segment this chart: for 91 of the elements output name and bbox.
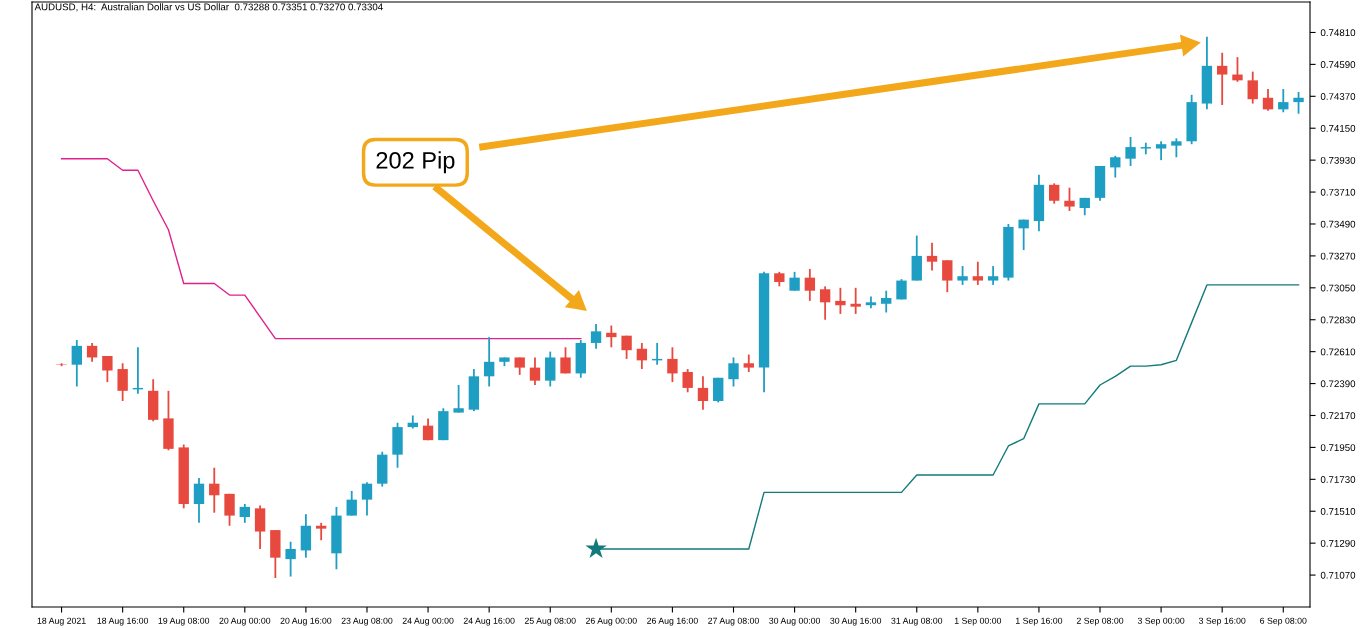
y-tick-label: 0.74370: [1320, 93, 1356, 100]
candlestick: [239, 503, 250, 524]
candlestick: [346, 490, 357, 517]
candlestick: [1171, 137, 1182, 159]
candlestick: [315, 521, 327, 542]
candlestick: [789, 270, 800, 292]
candlestick: [926, 241, 938, 272]
candlestick: [453, 384, 464, 414]
candlestick: [987, 265, 999, 286]
candlestick: [728, 356, 739, 388]
candlestick: [224, 492, 235, 527]
candlestick: [1155, 140, 1167, 162]
x-tick-label: 20 Aug 16:00: [280, 617, 332, 626]
x-tick-label: 1 Sep 00:00: [954, 617, 1002, 626]
candlestick: [560, 346, 571, 375]
candlestick: [1232, 56, 1243, 83]
candlestick: [1278, 88, 1289, 114]
candlestick: [713, 376, 724, 404]
candlestick: [1018, 218, 1029, 251]
candlestick: [804, 268, 816, 302]
x-tick-label: 6 Sep 08:00: [1260, 617, 1307, 626]
x-tick-label: 18 Aug 2021: [37, 617, 86, 626]
y-tick-label: 0.74810: [1320, 29, 1356, 37]
y-tick-label: 0.71510: [1320, 507, 1356, 515]
candlestick: [102, 355, 113, 384]
y-tick-label: 0.74150: [1320, 124, 1356, 132]
x-tick-label: 1 Sep 16:00: [1016, 617, 1063, 626]
y-tick-label: 0.73490: [1320, 220, 1356, 228]
candlestick: [1293, 91, 1304, 115]
x-tick-label: 30 Aug 00:00: [769, 617, 821, 626]
candlestick: [1217, 51, 1228, 106]
x-tick-label: 26 Aug 00:00: [585, 617, 637, 626]
candlestick: [285, 540, 296, 578]
y-tick-label: 0.71290: [1320, 539, 1356, 547]
y-tick-label: 0.72830: [1320, 316, 1356, 324]
y-tick-label: 0.73930: [1320, 156, 1356, 164]
x-tick-label: 25 Aug 08:00: [524, 617, 576, 626]
candlestick: [590, 323, 602, 350]
x-tick-label: 18 Aug 16:00: [97, 617, 149, 626]
y-tick-label: 0.73710: [1320, 188, 1356, 196]
candlestick: [86, 342, 98, 363]
candlestick: [209, 466, 220, 514]
candlestick: [942, 259, 953, 294]
x-tick-label: 3 Sep 00:00: [1137, 617, 1185, 626]
candlestick: [636, 342, 648, 370]
candlestick: [1262, 88, 1274, 112]
x-tick-label: 26 Aug 16:00: [647, 617, 698, 626]
x-tick-label: 31 Aug 08:00: [891, 617, 943, 626]
candlestick: [957, 265, 968, 286]
candlestick: [1125, 136, 1136, 167]
candlestick: [667, 346, 678, 384]
chart-title: AUDUSD, H4: Australian Dollar vs US Dollar 0.73288 0.73351 0.73270 0.73304: [34, 3, 383, 12]
y-tick-label: 0.71070: [1320, 571, 1356, 579]
candlestick: [682, 368, 693, 394]
candlestick: [361, 481, 373, 517]
y-tick-label: 0.72390: [1320, 380, 1356, 388]
x-tick-label: 24 Aug 16:00: [463, 617, 515, 626]
y-tick-label: 0.73050: [1320, 284, 1356, 292]
y-tick-label: 0.73270: [1320, 252, 1356, 260]
y-tick-label: 0.72170: [1320, 412, 1356, 420]
x-tick-label: 24 Aug 00:00: [402, 617, 454, 626]
x-tick-label: 20 Aug 00:00: [219, 617, 271, 626]
candlestick: [1247, 70, 1258, 105]
y-tick-label: 0.74590: [1320, 61, 1356, 68]
candlestick: [819, 285, 831, 321]
candlestick: [881, 289, 892, 314]
candlestick: [483, 336, 495, 388]
y-tick-label: 0.71730: [1320, 476, 1356, 483]
y-tick-label: 0.71950: [1320, 444, 1356, 452]
candlestick: [545, 350, 556, 388]
x-tick-label: 30 Aug 16:00: [830, 617, 882, 626]
candlestick: [71, 339, 83, 388]
candlestick: [850, 286, 861, 315]
x-tick-label: 23 Aug 08:00: [341, 617, 393, 626]
candlestick: [529, 356, 541, 386]
candlestick: [835, 286, 846, 315]
candlestick: [606, 324, 617, 349]
candlestick: [193, 476, 205, 524]
x-tick-label: 27 Aug 08:00: [708, 617, 759, 626]
candlestick: [1049, 182, 1060, 205]
x-tick-label: 19 Aug 08:00: [158, 617, 210, 626]
candlestick: [1064, 186, 1075, 212]
candlestick: [117, 362, 128, 402]
candlestick: [254, 504, 266, 550]
candlestick: [972, 260, 984, 286]
annotation: 202 Pip: [376, 151, 455, 174]
candlestick: [1110, 154, 1121, 179]
x-tick-label: 3 Sep 16:00: [1198, 617, 1246, 626]
y-tick-label: 0.72610: [1320, 348, 1356, 356]
x-tick-label: 2 Sep 08:00: [1076, 617, 1124, 626]
candlestick: [697, 375, 709, 411]
